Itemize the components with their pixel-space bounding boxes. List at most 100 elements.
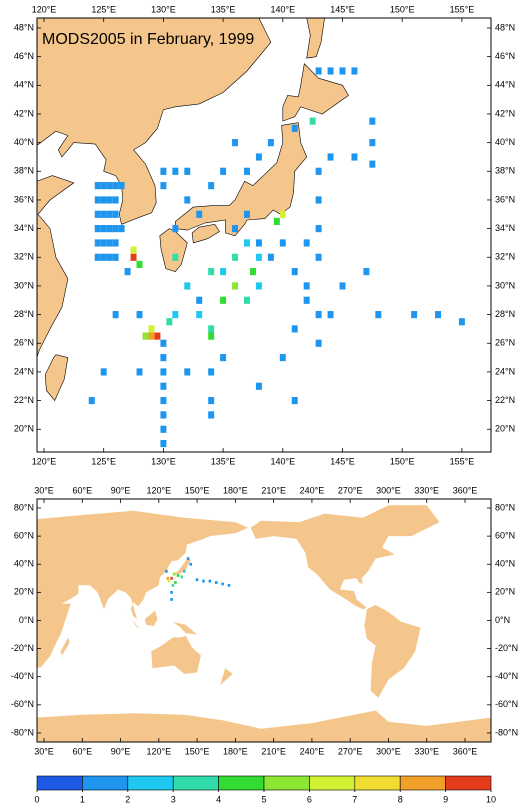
lat-label: 46°N: [495, 51, 515, 61]
obs-cell: [291, 268, 298, 276]
lon-label: 120°E: [32, 456, 57, 466]
obs-cell: [94, 239, 101, 247]
obs-cell: [196, 296, 203, 304]
obs-cell: [94, 196, 101, 204]
obs-cell: [172, 253, 179, 261]
obs-cell: [170, 597, 173, 601]
obs-cell: [327, 67, 334, 75]
obs-cell: [166, 318, 173, 326]
lat-label: 30°N: [14, 280, 34, 290]
obs-cell: [136, 311, 143, 319]
obs-cell: [142, 332, 149, 340]
obs-cell: [243, 296, 250, 304]
obs-cell: [100, 253, 107, 261]
lon-label: 300°E: [376, 746, 401, 756]
lon-label: 240°E: [300, 746, 325, 756]
map-frame: [36, 17, 492, 453]
obs-cell: [411, 311, 418, 319]
lat-label: 26°N: [14, 338, 34, 348]
obs-cell: [112, 196, 119, 204]
obs-cell: [220, 268, 227, 276]
lat-label: 40°N: [495, 559, 515, 569]
obs-cell: [363, 268, 370, 276]
obs-cell: [112, 311, 119, 319]
colorbar-swatch: [218, 775, 265, 791]
obs-cell: [255, 253, 262, 261]
obs-cell: [351, 67, 358, 75]
obs-cell: [106, 239, 113, 247]
obs-cell: [94, 182, 101, 190]
lon-label: 150°E: [185, 485, 210, 495]
obs-cell: [106, 253, 113, 261]
obs-cell: [124, 268, 131, 276]
obs-cell: [315, 67, 322, 75]
obs-cell: [160, 167, 167, 175]
obs-cell: [255, 153, 262, 161]
lat-label: 42°N: [14, 108, 34, 118]
lat-label: -80°N: [495, 727, 518, 737]
colorbar-swatch: [309, 775, 356, 791]
obs-cell: [112, 182, 119, 190]
lat-label: 20°N: [14, 424, 34, 434]
obs-cell: [315, 339, 322, 347]
land: [175, 122, 308, 237]
lat-label: 36°N: [495, 194, 515, 204]
obs-cell: [208, 579, 212, 583]
lon-label: 145°E: [330, 456, 355, 466]
lon-label: 300°E: [376, 485, 401, 495]
lon-label: 270°E: [338, 746, 363, 756]
lon-label: 140°E: [270, 456, 295, 466]
obs-cell: [458, 318, 465, 326]
obs-cell: [221, 582, 224, 586]
obs-cell: [255, 282, 262, 290]
obs-cell: [220, 296, 227, 304]
lat-label: 26°N: [495, 338, 515, 348]
obs-cell: [166, 576, 170, 580]
lat-label: -80°N: [11, 727, 34, 737]
obs-cell: [255, 382, 262, 390]
obs-cell: [112, 253, 119, 261]
land: [37, 510, 249, 669]
obs-cell: [118, 182, 125, 190]
colorbar-swatch: [36, 775, 83, 791]
obs-cell: [303, 282, 310, 290]
obs-cell: [327, 311, 334, 319]
lon-label: 120°E: [32, 4, 57, 14]
obs-cell: [208, 396, 215, 405]
lon-label: 150°E: [390, 4, 415, 14]
obs-cell: [100, 196, 107, 204]
lon-label: 30°E: [34, 746, 54, 756]
obs-cell: [174, 581, 177, 584]
lon-label: 120°E: [147, 746, 172, 756]
obs-cell: [106, 225, 113, 233]
obs-cell: [100, 182, 107, 190]
lat-label: 32°N: [14, 252, 34, 262]
obs-cell: [170, 576, 173, 580]
obs-cell: [160, 396, 167, 405]
lon-label: 60°E: [72, 485, 92, 495]
lon-label: 360°E: [453, 485, 478, 495]
colorbar-label: 1: [80, 794, 85, 804]
lat-label: -60°N: [495, 699, 518, 709]
colorbar-label: 2: [125, 794, 130, 804]
colorbar-label: 0: [34, 794, 39, 804]
obs-cell: [167, 579, 171, 583]
obs-cell: [130, 246, 137, 254]
obs-cell: [118, 225, 125, 233]
lon-label: 210°E: [261, 485, 286, 495]
obs-cell: [232, 253, 239, 261]
lat-label: 24°N: [495, 366, 515, 376]
obs-cell: [160, 382, 167, 390]
lat-label: 28°N: [14, 309, 34, 319]
lon-label: 140°E: [270, 4, 295, 14]
lon-label: 330°E: [414, 485, 439, 495]
obs-cell: [160, 354, 167, 362]
lon-label: 240°E: [300, 485, 325, 495]
obs-cell: [208, 325, 215, 333]
obs-cell: [184, 282, 191, 290]
obs-cell: [315, 196, 322, 204]
top-map: [37, 18, 465, 448]
obs-cell: [255, 239, 262, 247]
lat-label: 34°N: [495, 223, 515, 233]
obs-cell: [208, 268, 215, 276]
